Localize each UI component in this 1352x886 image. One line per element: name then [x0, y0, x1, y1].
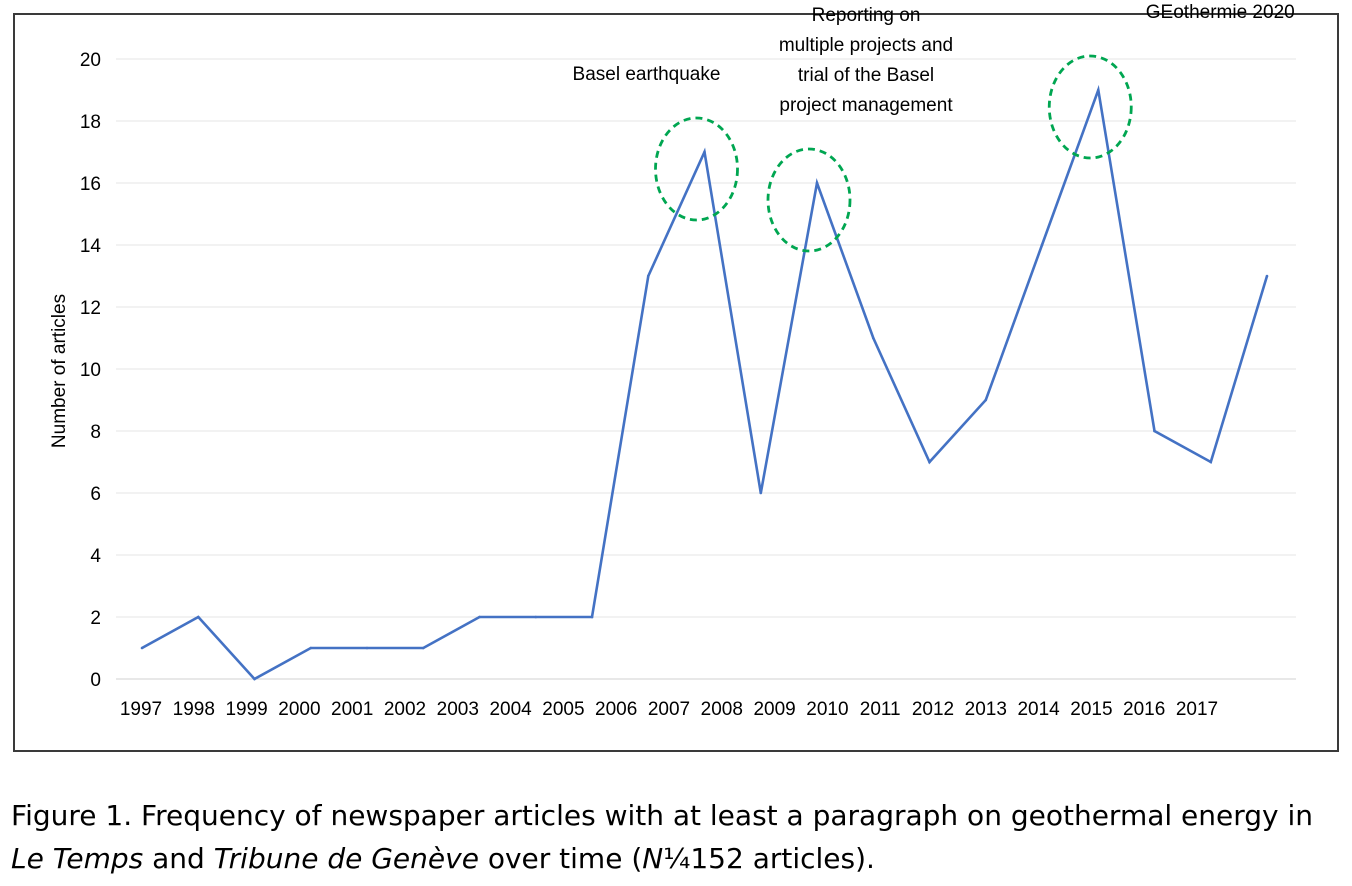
- x-tick-label: 2001: [331, 699, 373, 720]
- x-tick-label: 1997: [120, 699, 162, 720]
- caption-line-1: Figure 1. Frequency of newspaper article…: [11, 799, 1314, 832]
- data-point: [421, 646, 425, 650]
- caption-newspaper-2: Tribune de Genève: [213, 842, 479, 875]
- annotations: Basel earthquake Reporting on multiple pro…: [573, 2, 1295, 116]
- x-tick-label: 2014: [1017, 699, 1060, 720]
- y-tick-label: 20: [80, 50, 101, 71]
- data-point: [365, 646, 369, 650]
- data-point: [1096, 88, 1100, 92]
- x-tick-label: 2000: [278, 699, 320, 720]
- data-point: [590, 615, 594, 619]
- annotation: Basel earthquake: [573, 64, 721, 85]
- y-tick-label: 4: [90, 546, 101, 567]
- series-line: [140, 84, 1269, 681]
- annotation: St.Gallenearthquakeand launch ofGEotherm…: [1146, 2, 1295, 23]
- peak-highlights: [654, 54, 1133, 253]
- gridlines: [116, 58, 1296, 680]
- annotation-line: Reporting on: [812, 5, 921, 26]
- annotation-line: trial of the Basel: [798, 65, 934, 86]
- y-axis-ticks: 0 2 4 6 8 10 12 14 16 18 20: [80, 50, 102, 691]
- caption-end: ¼152 articles).: [663, 842, 875, 875]
- y-tick-label: 10: [80, 360, 101, 381]
- data-point: [196, 615, 200, 619]
- series-line-path: [141, 84, 1269, 681]
- caption-line-2: Le Temps and Tribune de Genève over time…: [11, 837, 1346, 880]
- x-tick-label: 2010: [806, 699, 848, 720]
- x-tick-label: 2003: [437, 699, 479, 720]
- y-axis-label: Number of articles: [49, 294, 70, 448]
- chart-frame: [13, 13, 1339, 752]
- data-point: [703, 150, 706, 154]
- data-point: [1265, 274, 1269, 278]
- data-point: [759, 491, 763, 495]
- caption-n: N: [642, 842, 664, 875]
- y-tick-label: 8: [90, 422, 101, 443]
- annotation-line: multiple projects and: [779, 35, 953, 56]
- caption-text: over time (: [478, 842, 643, 875]
- caption-connector: and: [143, 842, 214, 875]
- x-tick-label: 2009: [753, 699, 795, 720]
- annotation-line: Basel earthquake: [573, 64, 721, 85]
- data-point: [984, 398, 988, 402]
- data-point: [1209, 460, 1213, 464]
- x-axis-ticks: 1997 1998 1999 2000 2001 2002 2003 2004 2005 2006…: [120, 699, 1218, 720]
- x-tick-label: 2012: [912, 699, 954, 720]
- x-tick-label: 1998: [173, 699, 215, 720]
- y-tick-label: 14: [80, 236, 102, 257]
- x-tick-label: 2006: [595, 699, 637, 720]
- highlight-circle: [766, 147, 852, 253]
- data-point: [534, 615, 538, 619]
- annotation-line: GEothermie 2020: [1146, 2, 1295, 23]
- annotation: Reporting on multiple projects and trial o…: [779, 5, 953, 116]
- data-point: [253, 677, 256, 681]
- data-point: [1040, 243, 1044, 247]
- x-tick-label: 2015: [1070, 699, 1112, 720]
- x-tick-label: 2002: [384, 699, 426, 720]
- annotation-line: project management: [779, 95, 953, 116]
- y-tick-label: 12: [80, 298, 101, 319]
- data-point: [871, 336, 875, 340]
- x-tick-label: 2008: [701, 699, 743, 720]
- highlight-circle: [1047, 54, 1133, 160]
- data-point: [478, 615, 481, 619]
- data-point: [140, 646, 144, 650]
- x-tick-label: 2013: [965, 699, 1007, 720]
- x-tick-label: 2017: [1176, 699, 1218, 720]
- y-tick-label: 18: [80, 112, 101, 133]
- data-point: [815, 181, 819, 185]
- data-point: [1153, 429, 1156, 433]
- caption-newspaper-1: Le Temps: [11, 842, 144, 875]
- x-tick-label: 2016: [1123, 699, 1165, 720]
- x-tick-label: 2004: [489, 699, 532, 720]
- x-tick-label: 1999: [225, 699, 267, 720]
- highlight-circle: [654, 116, 739, 222]
- x-tick-label: 2011: [860, 699, 901, 720]
- figure-caption: Figure 1. Frequency of newspaper article…: [11, 794, 1346, 880]
- x-tick-label: 2005: [542, 699, 584, 720]
- data-point: [646, 274, 650, 278]
- y-tick-label: 2: [90, 608, 101, 629]
- y-tick-label: 16: [80, 174, 101, 195]
- y-tick-label: 6: [90, 484, 101, 505]
- x-tick-label: 2007: [648, 699, 690, 720]
- data-point: [928, 460, 931, 464]
- data-point: [309, 646, 313, 650]
- y-tick-label: 0: [90, 670, 101, 691]
